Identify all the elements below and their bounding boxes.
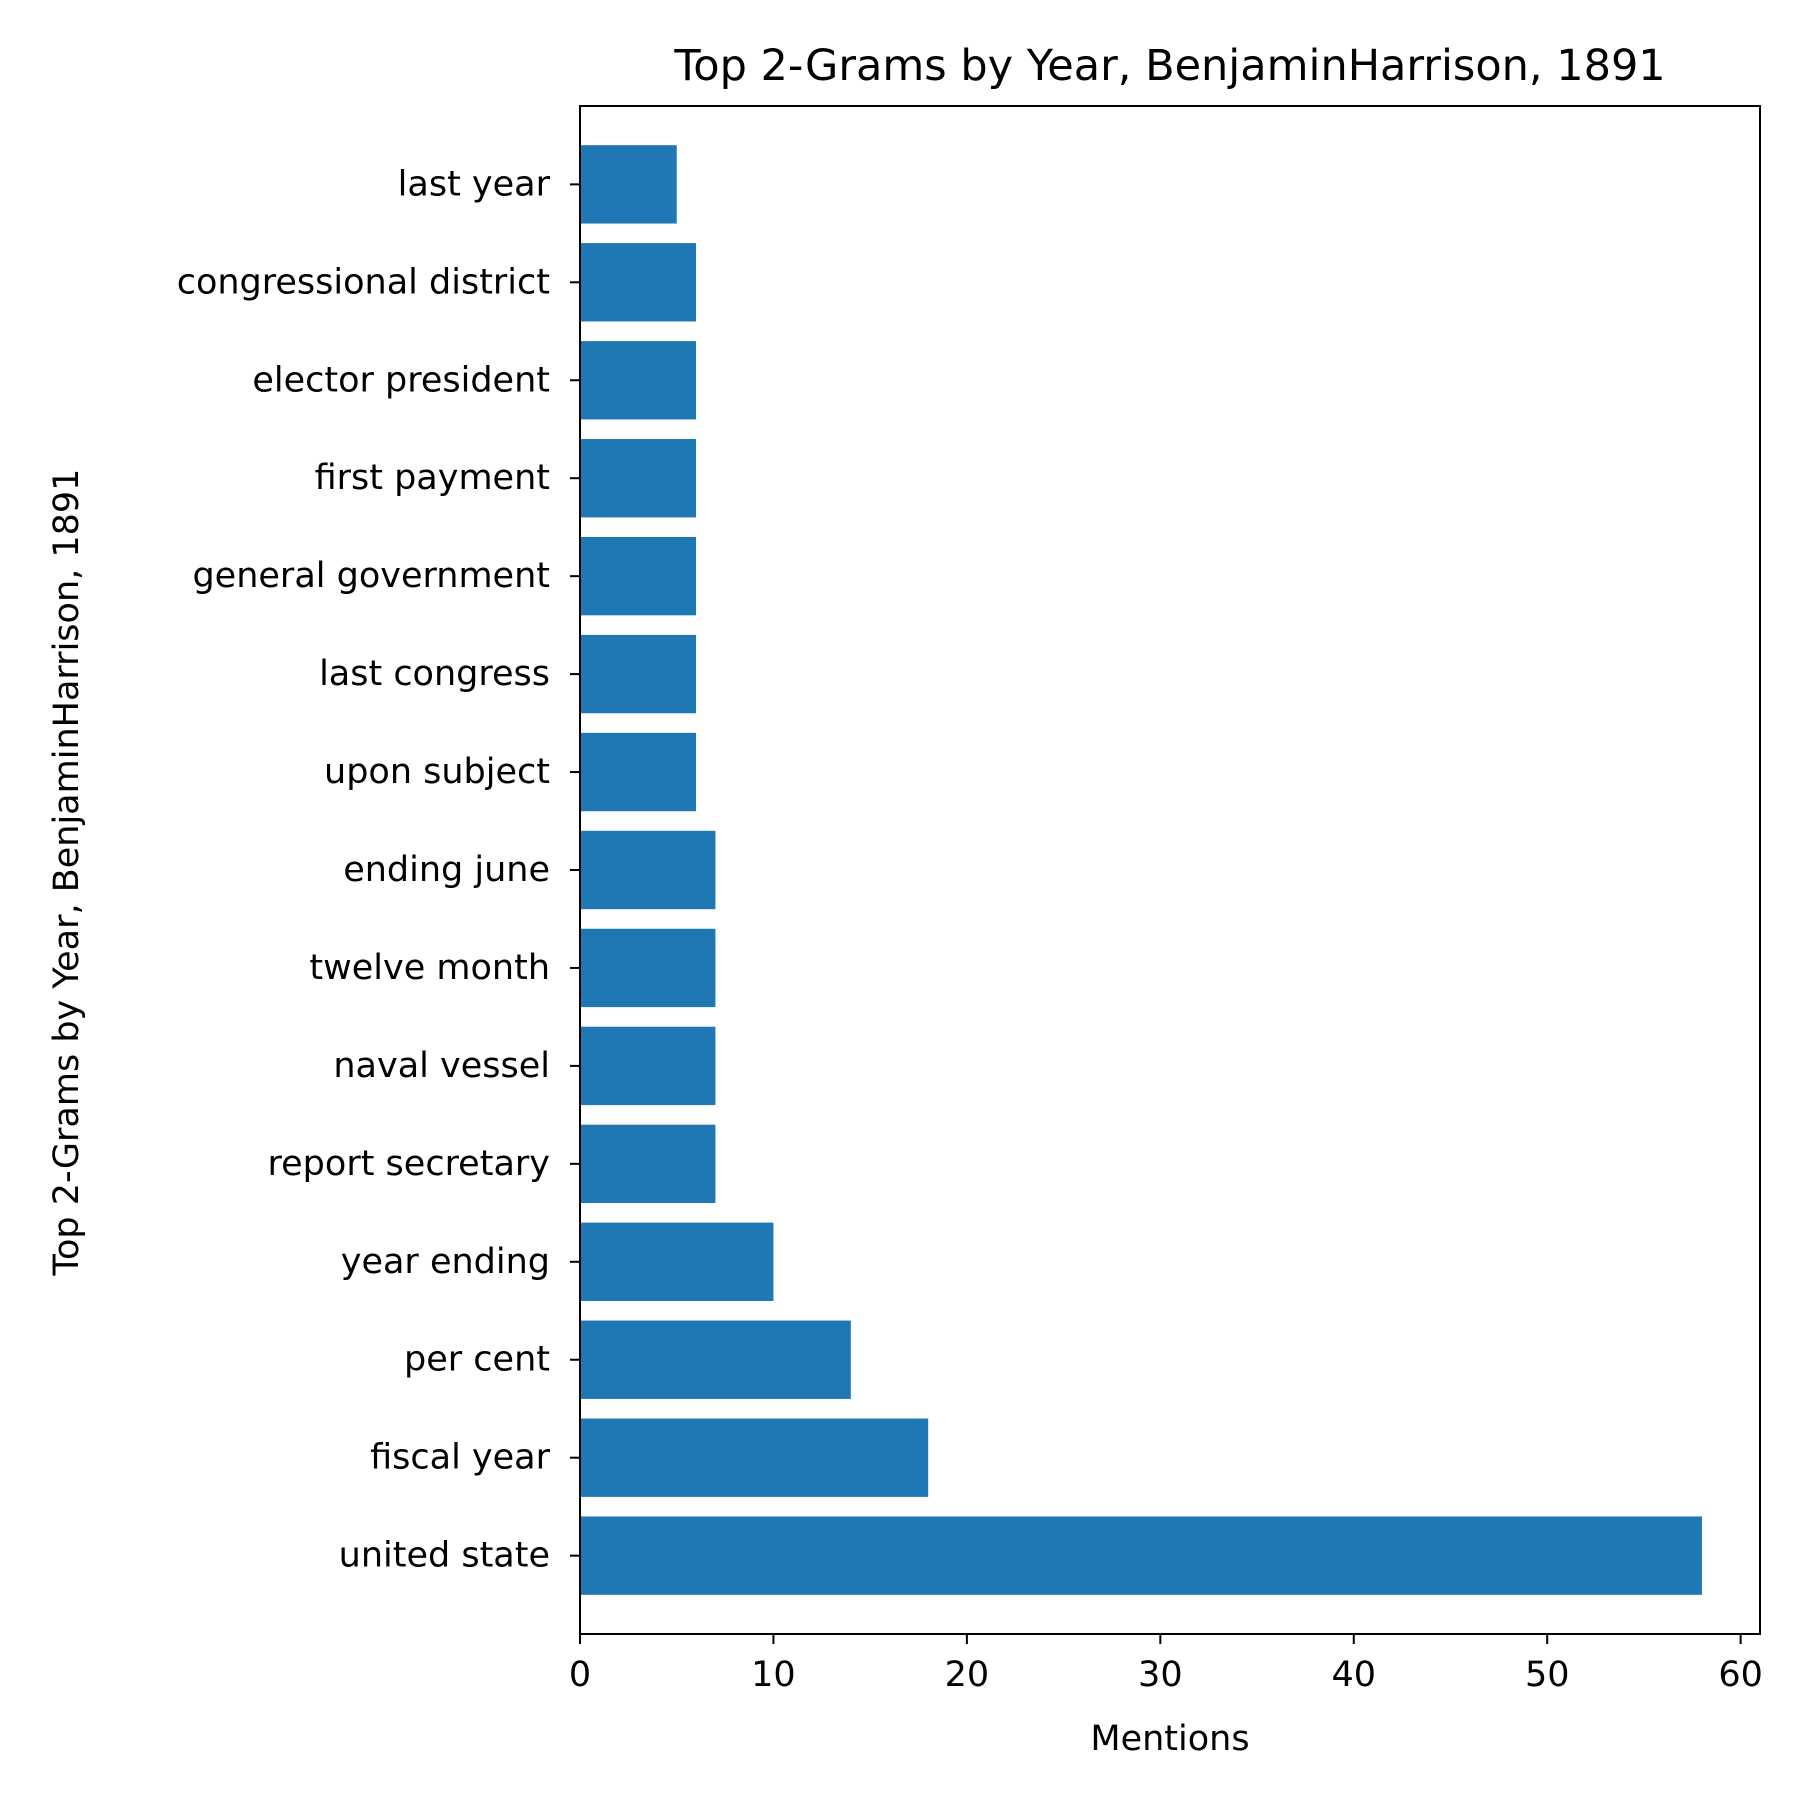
y-tick-label: congressional district (177, 262, 550, 302)
y-tick-label: united state (339, 1536, 550, 1576)
bar-report-secretary (580, 1124, 716, 1204)
y-axis-label: Top 2-Grams by Year, BenjaminHarrison, 1… (47, 469, 87, 1277)
bar-last-congress (580, 634, 697, 714)
y-tick-label: general government (192, 556, 550, 596)
bar-congressional-district (580, 243, 697, 322)
y-tick-label: year ending (341, 1242, 550, 1282)
y-tick-label: first payment (315, 458, 550, 498)
bar-per-cent (580, 1320, 851, 1399)
y-tick-label: elector president (252, 360, 550, 400)
y-tick-label: fiscal year (370, 1438, 551, 1478)
bar-general-government (580, 536, 697, 616)
x-axis-label: Mentions (1090, 1719, 1249, 1759)
x-tick-label: 20 (945, 1655, 990, 1695)
x-tick-label: 40 (1331, 1655, 1376, 1695)
bar-naval-vessel (580, 1026, 716, 1106)
y-tick-label: report secretary (268, 1144, 550, 1184)
bar-fiscal-year (580, 1418, 929, 1497)
y-tick-label: last congress (319, 654, 550, 694)
bar-upon-subject (580, 732, 697, 812)
chart-title: Top 2-Grams by Year, BenjaminHarrison, 1… (673, 41, 1665, 91)
y-tick-label: upon subject (324, 752, 550, 792)
y-tick-label: per cent (404, 1340, 550, 1380)
bar-twelve-month (580, 928, 716, 1008)
bar-ending-june (580, 830, 716, 910)
x-tick-label: 30 (1138, 1655, 1183, 1695)
x-tick-label: 50 (1525, 1655, 1570, 1695)
bar-united-state (580, 1516, 1702, 1595)
bar-year-ending (580, 1222, 774, 1301)
ticks-layer: united state fiscal year per cent year endi… (177, 164, 1763, 1695)
bar-last-year (580, 145, 677, 224)
bar-elector-president (580, 341, 697, 420)
plot-frame (579, 105, 1761, 1635)
bar-first-payment (580, 439, 697, 518)
y-tick-label: ending june (343, 850, 550, 890)
x-tick-label: 10 (751, 1655, 796, 1695)
y-tick-label: naval vessel (333, 1046, 550, 1086)
bars-layer (580, 145, 1702, 1595)
y-tick-label: last year (398, 164, 551, 204)
y-tick-label: twelve month (309, 948, 550, 988)
x-tick-label: 60 (1718, 1655, 1763, 1695)
x-tick-label: 0 (569, 1655, 591, 1695)
